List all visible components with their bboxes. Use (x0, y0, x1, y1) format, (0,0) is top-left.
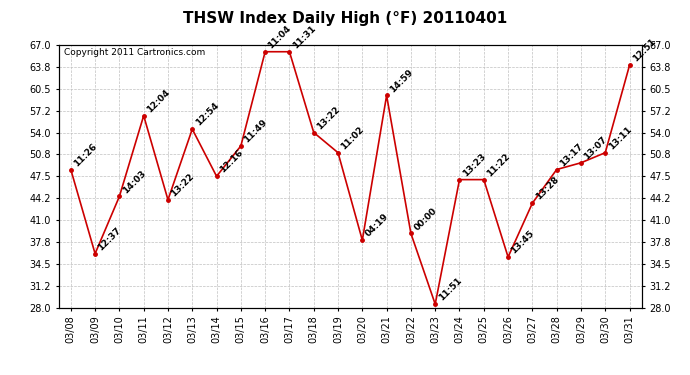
Text: 13:17: 13:17 (558, 141, 584, 168)
Text: 13:28: 13:28 (534, 175, 560, 202)
Text: 13:07: 13:07 (582, 135, 609, 161)
Text: 11:04: 11:04 (266, 24, 293, 50)
Text: 12:37: 12:37 (97, 226, 124, 252)
Text: 13:45: 13:45 (509, 229, 536, 256)
Text: 04:19: 04:19 (364, 212, 391, 239)
Text: 13:22: 13:22 (169, 172, 196, 198)
Text: 12:04: 12:04 (145, 88, 172, 114)
Text: 11:31: 11:31 (290, 24, 317, 50)
Text: 12:51: 12:51 (631, 37, 658, 64)
Text: 11:51: 11:51 (437, 276, 463, 303)
Text: 12:54: 12:54 (194, 101, 220, 128)
Text: 13:11: 13:11 (607, 125, 633, 151)
Text: 11:49: 11:49 (242, 118, 269, 145)
Text: 14:03: 14:03 (121, 168, 148, 195)
Text: 13:23: 13:23 (461, 152, 488, 178)
Text: 11:02: 11:02 (339, 125, 366, 151)
Text: 11:26: 11:26 (72, 141, 99, 168)
Text: 00:00: 00:00 (413, 206, 439, 232)
Text: 13:22: 13:22 (315, 105, 342, 131)
Text: 11:22: 11:22 (485, 152, 512, 178)
Text: Copyright 2011 Cartronics.com: Copyright 2011 Cartronics.com (64, 48, 206, 57)
Text: THSW Index Daily High (°F) 20110401: THSW Index Daily High (°F) 20110401 (183, 11, 507, 26)
Text: 12:16: 12:16 (218, 148, 244, 175)
Text: 14:59: 14:59 (388, 67, 415, 94)
